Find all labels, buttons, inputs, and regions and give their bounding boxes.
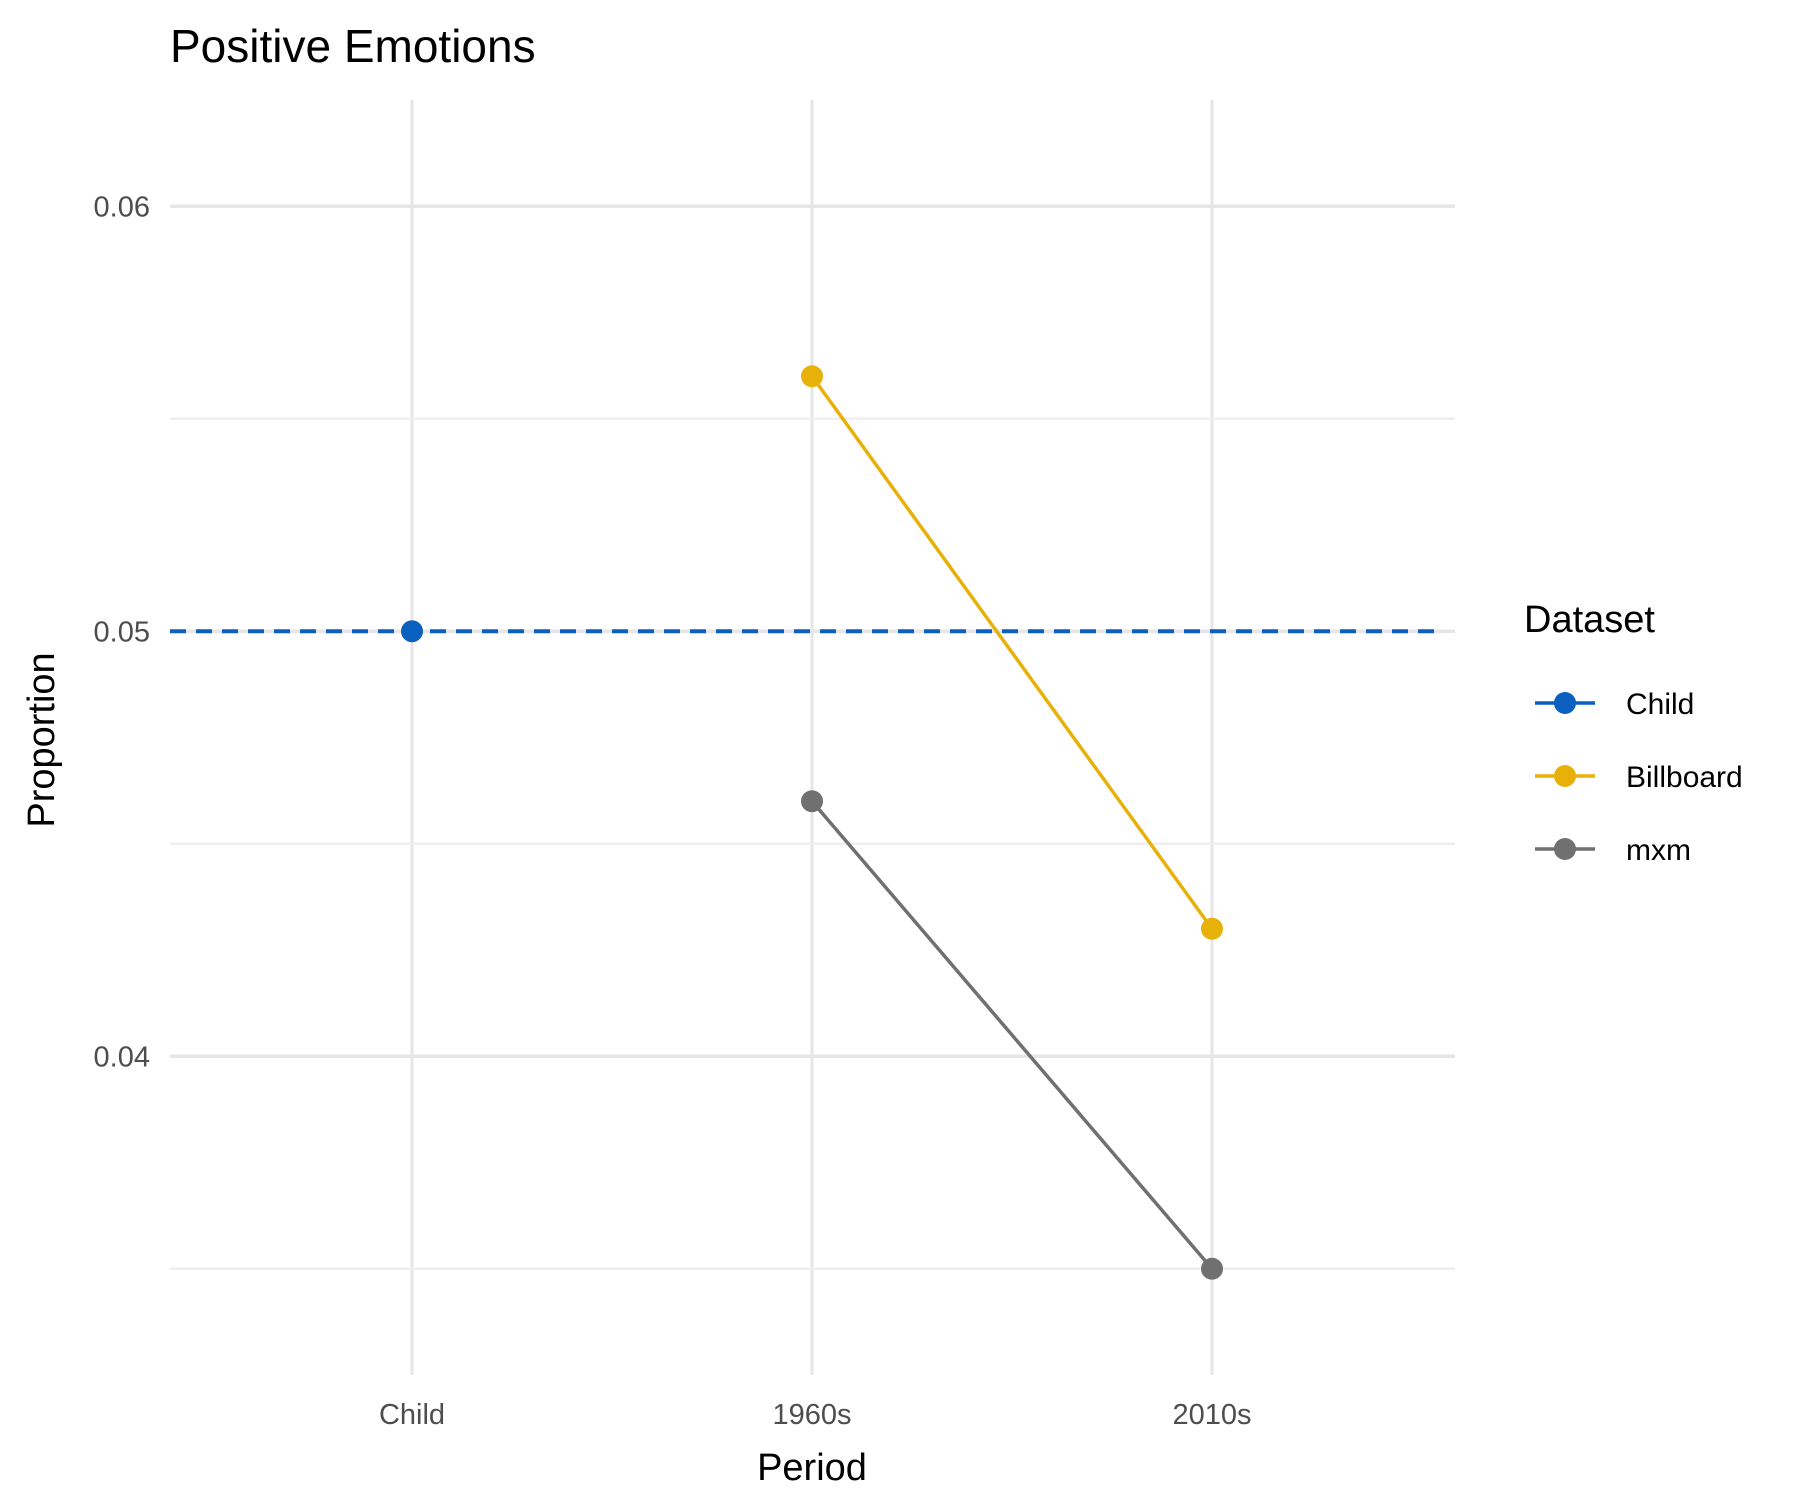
legend-key-point	[1554, 692, 1576, 714]
series-billboard-point	[801, 365, 823, 388]
axis-ticks: 0.04 0.05 0.06 Child 1960s 2010s	[94, 191, 1252, 1431]
y-axis-title: Proportion	[21, 652, 63, 827]
x-tick-label: 2010s	[1172, 1399, 1251, 1431]
y-tick-label: 0.06	[94, 191, 150, 223]
x-tick-label: Child	[379, 1399, 445, 1431]
series-mxm-point	[1201, 1257, 1223, 1280]
legend-label: mxm	[1626, 834, 1691, 867]
series-mxm-line	[810, 800, 1214, 1270]
legend-label: Child	[1626, 688, 1694, 721]
series-billboard-point	[1201, 917, 1223, 940]
x-tick-label: 1960s	[772, 1399, 851, 1431]
legend: Dataset Child Billboard mxm	[1524, 599, 1743, 867]
legend-key-point	[1554, 765, 1576, 787]
y-tick-label: 0.04	[94, 1041, 150, 1073]
series-child-point	[401, 620, 423, 643]
legend-key-point	[1554, 838, 1576, 860]
series-mxm-point	[801, 790, 823, 813]
legend-label: Billboard	[1626, 761, 1743, 794]
plot-area	[170, 365, 1440, 1280]
legend-title: Dataset	[1524, 599, 1655, 641]
x-axis-title: Period	[757, 1447, 867, 1489]
y-tick-label: 0.05	[94, 616, 150, 648]
series-billboard-line	[810, 375, 1214, 930]
chart-title: Positive Emotions	[170, 20, 536, 72]
